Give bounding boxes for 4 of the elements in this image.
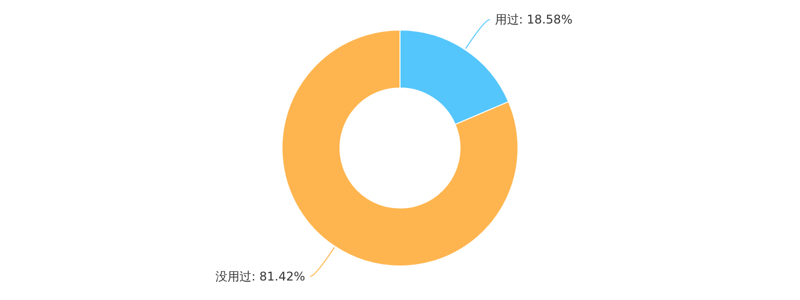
slice-label: 没用过: 81.42% <box>216 270 306 284</box>
slice-label: 用过: 18.58% <box>494 12 572 26</box>
donut-slice <box>400 30 510 125</box>
donut-slice <box>282 30 518 266</box>
